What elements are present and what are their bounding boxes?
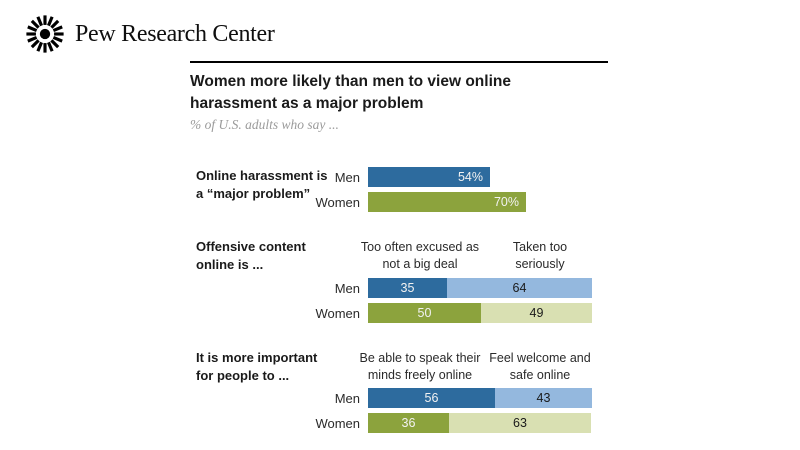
row-label-women: Women [315,194,360,210]
stacked-bar-women: 36 63 [368,413,591,433]
bar-row-major-problem-men: Men 54% [290,167,490,187]
group-label-line: Offensive content [196,239,306,254]
segment-header-line: not a big deal [382,257,458,271]
bar-segment-women-excused: 50 [368,303,481,323]
bar-segment-men-speak-freely: 56 [368,388,495,408]
bar-value-label: 35 [400,281,415,295]
row-label-men: Men [334,390,360,406]
bar-value-label: 49 [529,306,544,320]
bar-segment-women-seriously: 49 [481,303,592,323]
chart-title-line2: harassment as a major problem [190,95,424,112]
bar-row-offensive-women: Women 50 49 [290,303,592,323]
pew-logo-text: Pew Research Center [75,20,275,47]
bar-value-label: 56 [424,391,439,405]
bar-row-important-men: Men 56 43 [290,388,592,408]
pew-logo: Pew Research Center [24,13,275,55]
group-label-line: online is ... [196,257,264,272]
segment-header-line: Feel welcome and [489,351,591,365]
row-label-men: Men [334,280,360,296]
segment-header-line: Taken too [512,240,568,254]
segment-header-feel-welcome: Feel welcome and safe online [470,350,610,384]
chart-title-line1: Women more likely than men to view onlin… [190,73,511,90]
bar-value-label: 43 [536,391,551,405]
segment-header-speak-freely: Be able to speak their minds freely onli… [336,350,504,384]
bar-value-label: 36 [401,416,416,430]
bar-row-offensive-men: Men 35 64 [290,278,592,298]
row-label-women: Women [315,415,360,431]
segment-header-line: seriously [515,257,565,271]
bar-value-label: 50 [417,306,432,320]
segment-header-line: safe online [509,368,571,382]
bar-segment-men-feel-welcome: 43 [495,388,592,408]
group-label-offensive-content: Offensive content online is ... [196,238,346,274]
bar-value-label: 70% [493,195,519,209]
stacked-bar-men: 35 64 [368,278,592,298]
bar-value-label: 64 [512,281,527,295]
bar-men-major-problem: 54% [368,167,490,187]
group-label-line: It is more important [196,350,318,365]
bar-value-label: 63 [513,416,527,430]
segment-header-line: minds freely online [367,368,473,382]
pew-sunburst-icon [26,15,64,53]
row-label-women: Women [315,305,360,321]
stacked-bar-men: 56 43 [368,388,592,408]
bar-women-major-problem: 70% [368,192,526,212]
group-label-more-important: It is more important for people to ... [196,349,346,385]
title-rule [190,61,608,63]
group-label-line: a “major problem” [196,186,311,201]
segment-header-excused: Too often excused as not a big deal [336,239,504,273]
row-label-men: Men [334,169,360,185]
group-label-online-harassment: Online harassment is a “major problem” [196,167,346,203]
bar-segment-men-excused: 35 [368,278,447,298]
chart-subtitle: % of U.S. adults who say ... [190,117,339,132]
chart-title: Women more likely than men to view onlin… [190,71,550,115]
bar-value-label: 54% [457,170,483,184]
bar-row-major-problem-women: Women 70% [290,192,526,212]
segment-header-line: Too often excused as [360,240,480,254]
segment-header-too-seriously: Taken too seriously [470,239,610,273]
bar-segment-men-seriously: 64 [447,278,592,298]
bar-row-important-women: Women 36 63 [290,413,591,433]
group-label-line: Online harassment is [196,168,328,183]
bar-segment-women-feel-welcome: 63 [449,413,591,433]
stacked-bar-women: 50 49 [368,303,592,323]
segment-header-line: Be able to speak their [359,351,481,365]
bar-segment-women-speak-freely: 36 [368,413,449,433]
group-label-line: for people to ... [196,368,290,383]
